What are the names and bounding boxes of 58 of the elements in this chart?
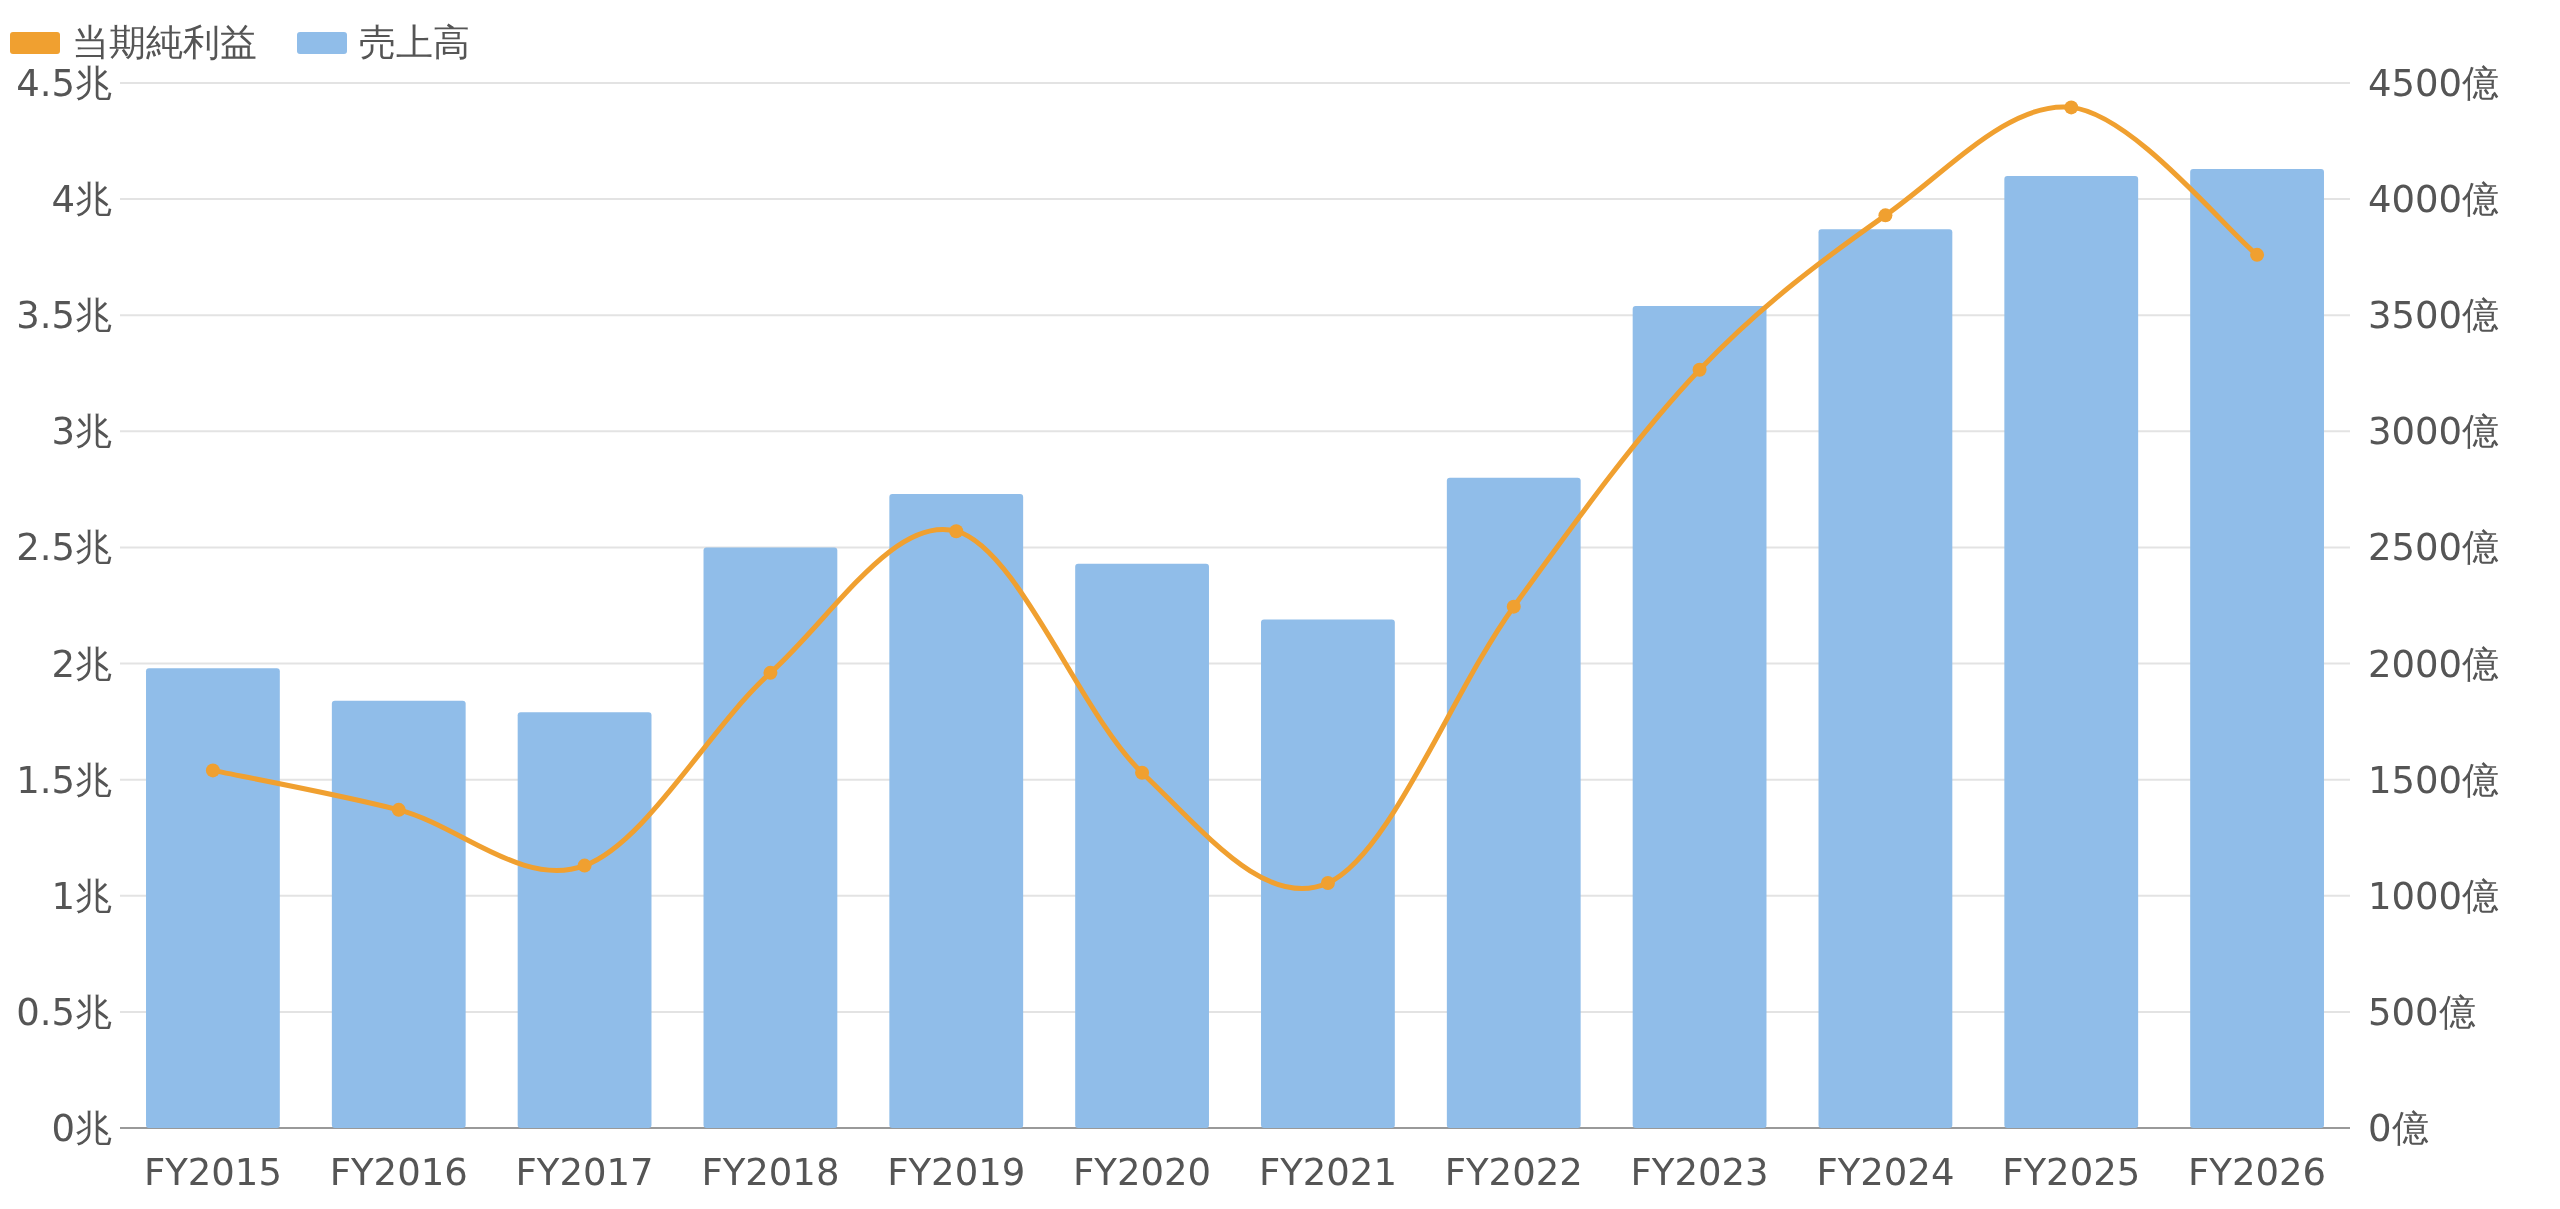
- y-tick-label: 2.5兆: [16, 526, 112, 570]
- y2-tick-label: 4000億: [2368, 178, 2500, 222]
- bar: [517, 712, 652, 1128]
- y2-tick-label: 500億: [2368, 990, 2476, 1034]
- x-tick-label: FY2022: [1444, 1151, 1583, 1194]
- y-tick-label: 4.5兆: [16, 62, 112, 105]
- x-tick-label: FY2019: [887, 1151, 1026, 1194]
- point: [1878, 208, 1893, 223]
- bar: [1446, 477, 1581, 1128]
- bar: [889, 494, 1024, 1128]
- x-tick-label: FY2018: [701, 1151, 840, 1194]
- y-tick-label: 1.5兆: [16, 758, 112, 802]
- y-tick-label: 2兆: [51, 642, 112, 686]
- y2-tick-label: 0億: [2368, 1107, 2429, 1150]
- point: [2064, 100, 2079, 115]
- point: [1692, 362, 1707, 377]
- y2-tick-label: 1000億: [2368, 874, 2500, 918]
- y-tick-label: 3兆: [51, 410, 112, 454]
- y-tick-label: 1兆: [51, 874, 112, 918]
- point: [1135, 765, 1150, 780]
- bar: [1075, 563, 1209, 1128]
- y2-tick-label: 4500億: [2368, 62, 2500, 105]
- point: [1320, 876, 1335, 891]
- legend-label: 売上高: [359, 21, 470, 64]
- y2-tick-label: 1500億: [2368, 758, 2500, 802]
- bar: [703, 547, 838, 1128]
- y2-tick-label: 2500億: [2368, 526, 2500, 570]
- point: [205, 763, 220, 778]
- y-tick-label: 3.5兆: [16, 294, 112, 338]
- x-tick-label: FY2025: [2002, 1151, 2141, 1194]
- x-tick-label: FY2026: [2188, 1151, 2327, 1194]
- x-tick-label: FY2020: [1073, 1151, 1212, 1194]
- x-tick-label: FY2021: [1258, 1151, 1397, 1194]
- point: [949, 524, 964, 539]
- y-tick-label: 0兆: [51, 1107, 112, 1150]
- bar: [1818, 229, 1953, 1128]
- x-tick-label: FY2016: [329, 1151, 468, 1194]
- bar: [1261, 619, 1395, 1128]
- bar: [146, 668, 280, 1128]
- point: [1506, 599, 1521, 614]
- bar: [2190, 168, 2324, 1128]
- legend-label: 当期純利益: [72, 21, 257, 64]
- y-tick-label: 4兆: [51, 178, 112, 222]
- x-tick-label: FY2023: [1630, 1151, 1769, 1194]
- x-tick-label: FY2024: [1816, 1151, 1955, 1194]
- y2-tick-label: 3500億: [2368, 294, 2500, 338]
- bar: [1632, 305, 1767, 1128]
- y2-tick-label: 3000億: [2368, 410, 2500, 454]
- point: [577, 858, 592, 873]
- x-tick-label: FY2015: [143, 1151, 282, 1194]
- y2-tick-label: 2000億: [2368, 642, 2500, 686]
- y-tick-label: 0.5兆: [16, 990, 112, 1034]
- point: [763, 665, 778, 680]
- x-tick-label: FY2017: [515, 1151, 654, 1194]
- bar: [331, 700, 466, 1128]
- point: [2250, 247, 2265, 262]
- bar: [2004, 175, 2139, 1128]
- point: [391, 802, 406, 817]
